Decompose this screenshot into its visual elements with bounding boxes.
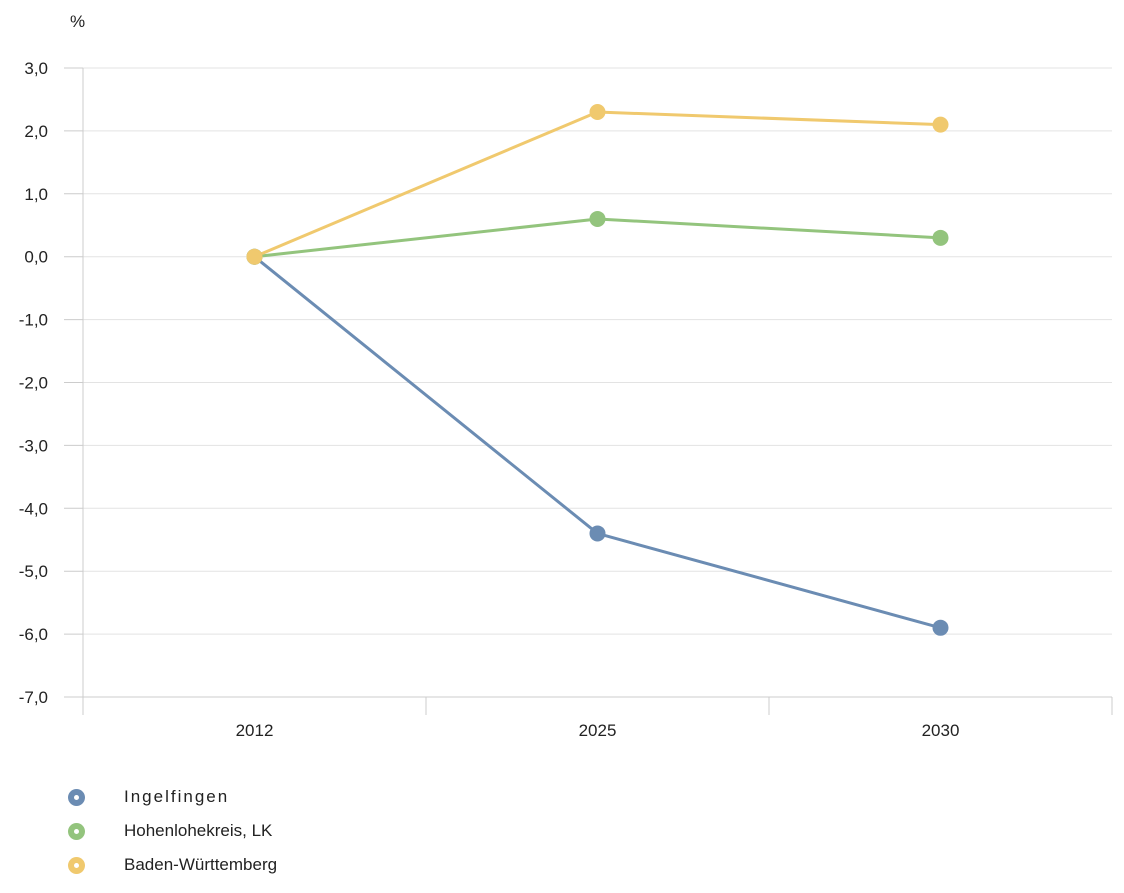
data-point bbox=[589, 104, 606, 121]
legend-marker-icon bbox=[68, 856, 85, 874]
x-tick-label: 2025 bbox=[579, 721, 617, 740]
y-tick-label: -1,0 bbox=[19, 311, 48, 330]
y-tick-label: 0,0 bbox=[24, 248, 48, 267]
data-point bbox=[589, 525, 606, 542]
legend-marker-icon bbox=[68, 788, 85, 806]
data-point bbox=[932, 116, 949, 133]
y-tick-label: 2,0 bbox=[24, 122, 48, 141]
y-tick-label: -5,0 bbox=[19, 562, 48, 581]
series-points bbox=[246, 104, 949, 636]
y-tick-label: -6,0 bbox=[19, 625, 48, 644]
series-lines bbox=[253, 110, 942, 630]
y-tick-label: -4,0 bbox=[19, 499, 48, 518]
data-point bbox=[932, 619, 949, 636]
legend-item[interactable]: Ingelfingen bbox=[68, 780, 668, 814]
y-tick-label: -7,0 bbox=[19, 688, 48, 707]
legend-label: Hohenlohekreis, LK bbox=[124, 821, 273, 840]
grid-lines bbox=[83, 67, 1112, 698]
y-tick-label: -3,0 bbox=[19, 436, 48, 455]
data-point bbox=[246, 248, 263, 265]
x-axis-tick-labels: 2012 2025 2030 bbox=[236, 721, 960, 740]
y-axis-unit-label: % bbox=[70, 12, 85, 31]
legend-item[interactable]: Baden-Württemberg bbox=[68, 848, 668, 882]
legend-marker-icon bbox=[68, 822, 85, 840]
data-point bbox=[932, 229, 949, 246]
x-tick-label: 2030 bbox=[922, 721, 960, 740]
series-line bbox=[253, 110, 942, 259]
legend-label: Ingelfingen bbox=[124, 787, 230, 806]
legend-label: Baden-Württemberg bbox=[124, 855, 278, 874]
x-tick-label: 2012 bbox=[236, 721, 274, 740]
y-tick-label: -2,0 bbox=[19, 374, 48, 393]
data-point bbox=[589, 210, 606, 227]
axes bbox=[64, 67, 1113, 715]
series-line bbox=[253, 255, 942, 630]
y-axis-tick-labels: 3,0 2,0 1,0 0,0 -1,0 -2,0 -3,0 -4,0 -5,0 -6,0 -7,0 bbox=[19, 59, 48, 707]
legend: Ingelfingen Hohenlohekreis, LK Baden-Württ… bbox=[68, 780, 668, 882]
y-tick-label: 3,0 bbox=[24, 59, 48, 78]
legend-item[interactable]: Hohenlohekreis, LK bbox=[68, 814, 668, 848]
y-tick-label: 1,0 bbox=[24, 185, 48, 204]
